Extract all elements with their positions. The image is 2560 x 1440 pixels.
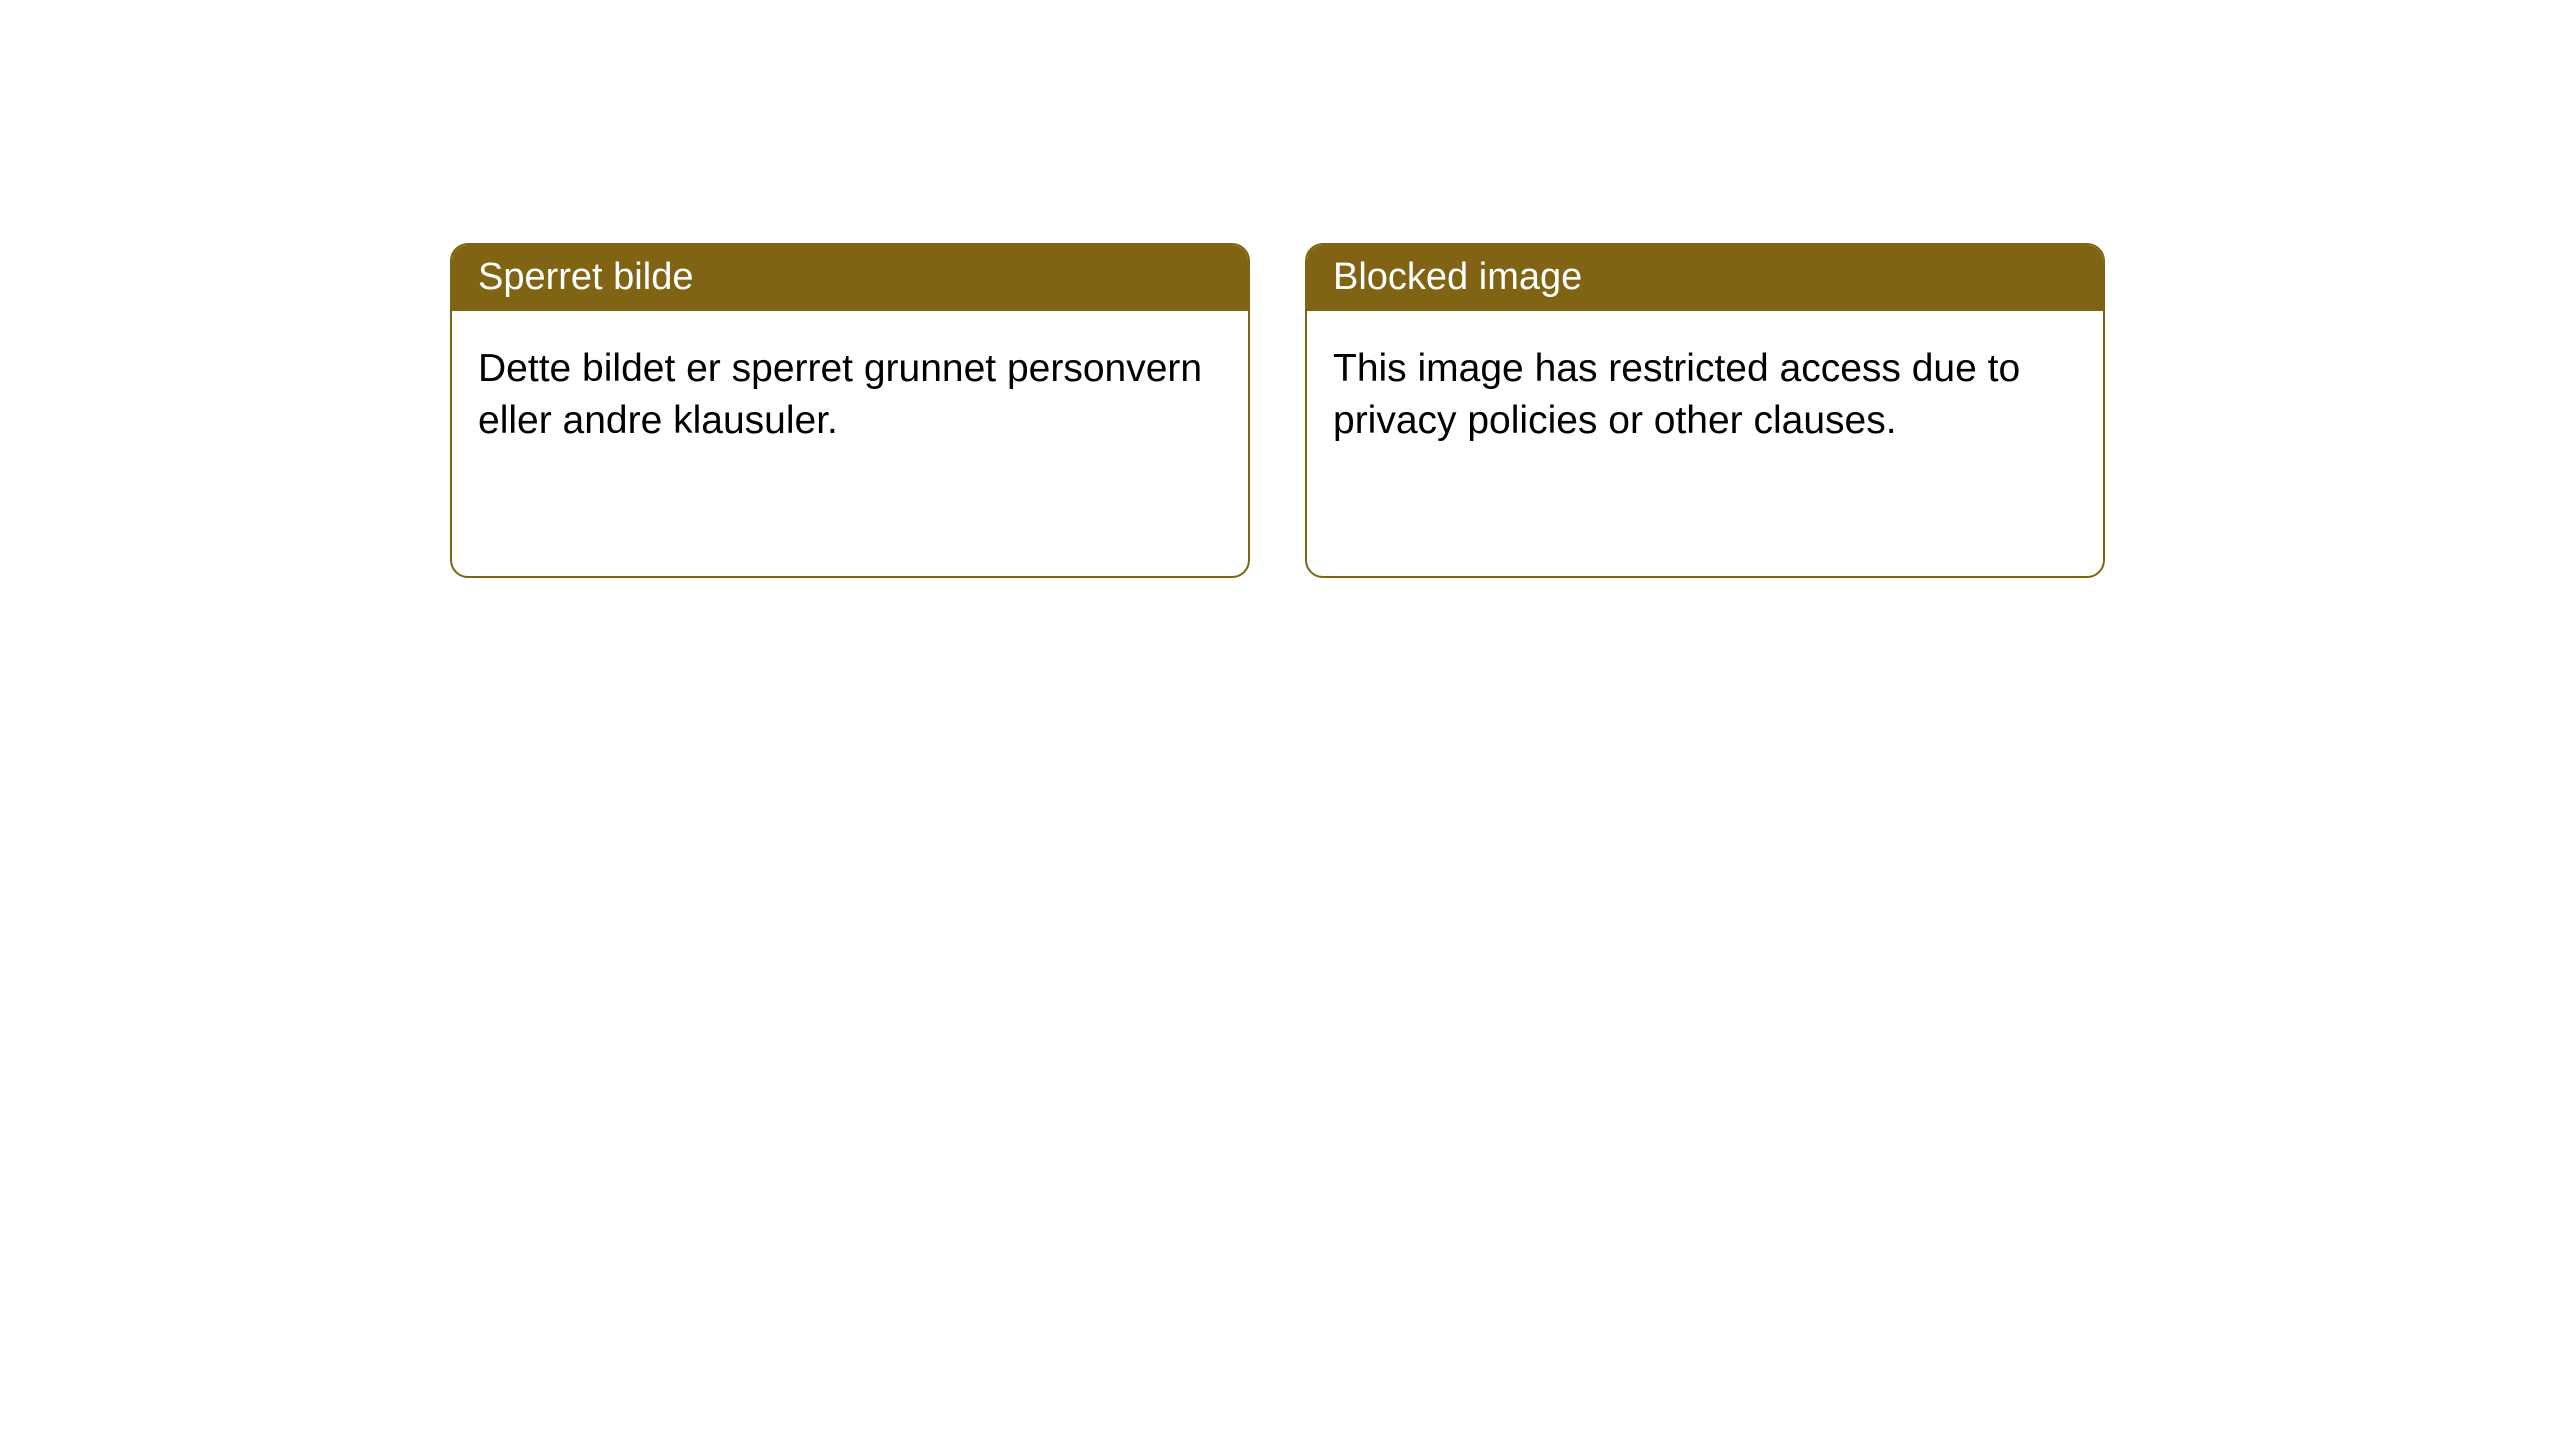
notice-cards-container: Sperret bilde Dette bildet er sperret gr…	[450, 243, 2105, 578]
notice-card-norwegian: Sperret bilde Dette bildet er sperret gr…	[450, 243, 1250, 578]
notice-card-header: Blocked image	[1307, 245, 2103, 311]
notice-card-body: Dette bildet er sperret grunnet personve…	[452, 311, 1248, 480]
notice-card-message: Dette bildet er sperret grunnet personve…	[478, 347, 1202, 443]
notice-card-body: This image has restricted access due to …	[1307, 311, 2103, 480]
notice-card-english: Blocked image This image has restricted …	[1305, 243, 2105, 578]
notice-card-title: Blocked image	[1333, 256, 1582, 298]
notice-card-header: Sperret bilde	[452, 245, 1248, 311]
notice-card-title: Sperret bilde	[478, 256, 693, 298]
notice-card-message: This image has restricted access due to …	[1333, 347, 2020, 443]
